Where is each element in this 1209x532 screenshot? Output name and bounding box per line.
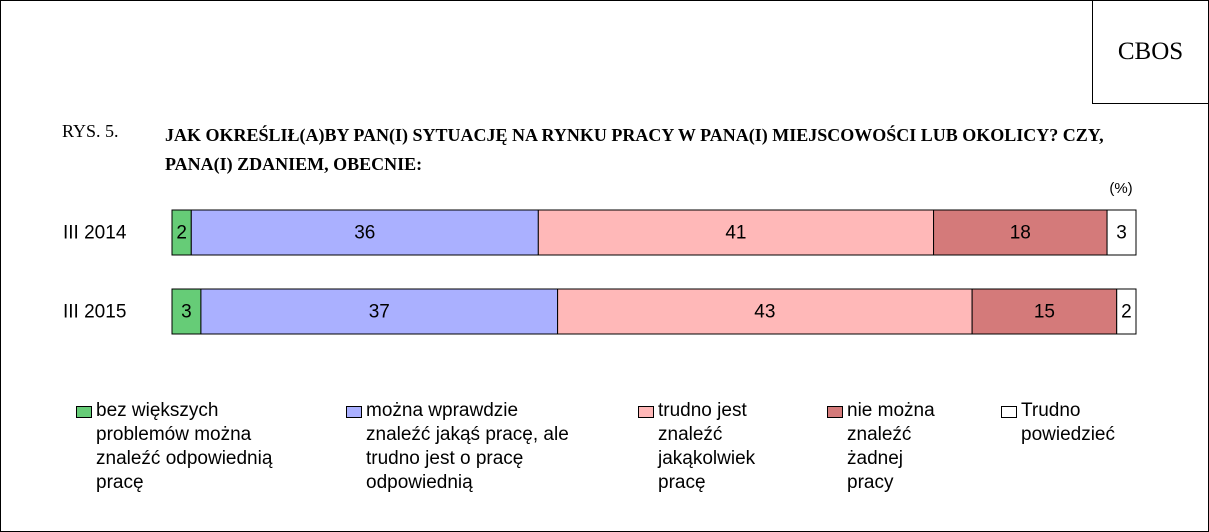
legend-item: Trudno powiedzieć xyxy=(1001,399,1131,447)
legend-swatch xyxy=(827,406,843,418)
bar-segment xyxy=(190,209,539,256)
legend-label: bez większych problemów można znaleźć od… xyxy=(96,400,273,493)
chart-title: JAK OKREŚLIŁ(A)BY PAN(I) SYTUACJĘ NA RYN… xyxy=(165,125,1104,174)
legend-label: można wprawdzie znaleźć jakąś pracę, ale… xyxy=(366,400,569,493)
data-label: 41 xyxy=(725,223,746,244)
legend-swatch xyxy=(346,406,362,418)
bar-segment xyxy=(971,288,1118,335)
legend-swatch xyxy=(1001,406,1017,418)
legend-item: trudno jest znaleźć jakąkolwiek pracę xyxy=(638,399,758,495)
data-label: 18 xyxy=(1010,223,1031,244)
bar-segment xyxy=(537,209,935,256)
data-label: 15 xyxy=(1034,302,1055,323)
legend-label: nie można znaleźć żadnej pracy xyxy=(847,400,935,493)
data-label: 36 xyxy=(354,223,375,244)
data-label: 3 xyxy=(181,302,192,323)
figure-label: RYS. 5. xyxy=(62,121,119,141)
data-label: 3 xyxy=(1116,223,1127,244)
legend-item: nie można znaleźć żadnej pracy xyxy=(827,399,952,495)
data-label: 2 xyxy=(1121,302,1132,323)
source-box: CBOS xyxy=(1092,1,1208,104)
data-label: 43 xyxy=(754,302,775,323)
legend-swatch xyxy=(76,406,92,418)
data-label: 2 xyxy=(176,223,187,244)
legend-item: bez większych problemów można znaleźć od… xyxy=(76,399,316,495)
bar-segment xyxy=(1116,288,1137,335)
category-label: III 2015 xyxy=(63,302,126,323)
bar-segment xyxy=(933,209,1108,256)
legend-item: można wprawdzie znaleźć jakąś pracę, ale… xyxy=(346,399,576,495)
unit-note: (%) xyxy=(1109,180,1132,197)
category-label: III 2014 xyxy=(63,223,127,244)
data-label: 37 xyxy=(369,302,390,323)
bar-segment xyxy=(171,288,202,335)
bar-segment xyxy=(200,288,559,335)
legend-swatch xyxy=(638,406,654,418)
bar-segment xyxy=(557,288,973,335)
legend-label: Trudno powiedzieć xyxy=(1021,400,1115,445)
legend-label: trudno jest znaleźć jakąkolwiek pracę xyxy=(658,400,756,493)
bar-segment xyxy=(1106,209,1137,256)
